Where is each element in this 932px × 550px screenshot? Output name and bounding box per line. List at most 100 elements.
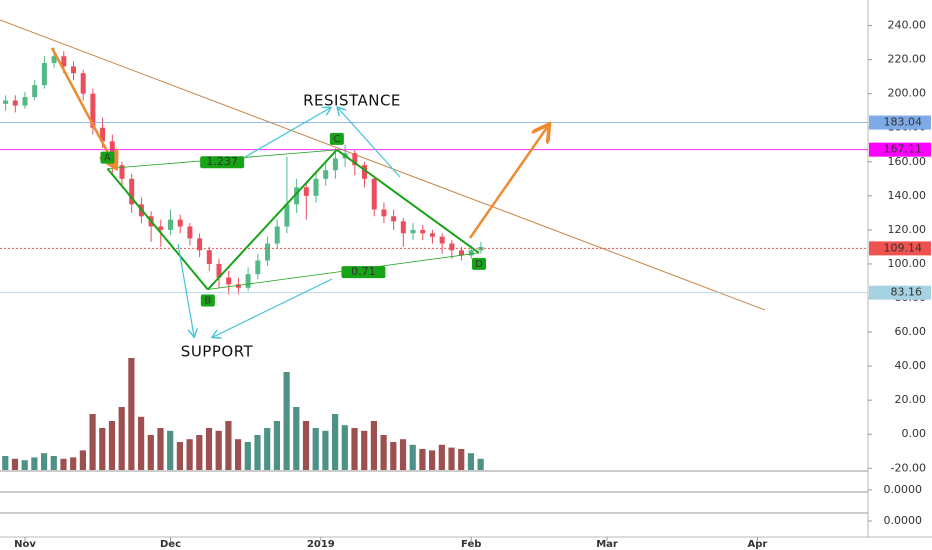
volume-bar (429, 450, 436, 470)
volume-bar (390, 442, 397, 470)
volume-bar (128, 358, 135, 470)
annotation: RESISTANCE (303, 92, 401, 110)
trend-line (0, 19, 766, 311)
y-tick-label: 160.00 (888, 155, 927, 168)
candle-body (197, 238, 203, 251)
candle-body (294, 187, 300, 205)
candle-body (265, 243, 271, 261)
candle-body (439, 236, 445, 244)
point-badge (200, 294, 215, 307)
point-label: B (204, 295, 211, 306)
y-tick-label: 20.00 (895, 393, 927, 406)
candle-body (158, 226, 164, 230)
candle-body (449, 243, 455, 251)
candle-body (371, 178, 377, 210)
price-badge-label: 183.04 (884, 116, 923, 129)
volume-bar (370, 421, 378, 470)
candle-body (187, 226, 193, 239)
candle-body (12, 100, 18, 106)
candle-body (70, 66, 76, 74)
volume-bar (361, 430, 368, 470)
candle-body (235, 284, 241, 288)
candle-body (313, 178, 319, 196)
x-tick-label: Mar (596, 539, 618, 550)
price-badge-label: 167.11 (884, 143, 923, 156)
candle-body (410, 229, 416, 234)
annotation: SUPPORT (181, 343, 254, 361)
volume-bar (283, 372, 290, 470)
point-badge (329, 132, 344, 145)
volume-bar (186, 439, 193, 470)
point-label: C (333, 134, 340, 145)
volume-bar (118, 407, 125, 470)
candle-body (323, 170, 329, 179)
candle-body (22, 97, 28, 106)
pattern-leg (106, 167, 209, 291)
y-tick-label: 60.00 (895, 325, 927, 338)
volume-bar (380, 435, 387, 470)
volume-bar (341, 425, 348, 470)
volume-bar (40, 453, 48, 470)
candle-body (352, 153, 358, 166)
volume-bar (2, 456, 9, 470)
price-badge (869, 115, 931, 130)
y-tick-label: -20.00 (891, 461, 926, 474)
price-badge-label: 83.16 (891, 286, 923, 299)
price-badge (869, 241, 931, 256)
volume-bar (273, 421, 281, 470)
price-badge-label: 109.14 (884, 241, 923, 254)
candle-body (303, 187, 309, 196)
y-tick-label: 0.00 (902, 427, 927, 440)
volume-bar (31, 457, 38, 470)
price-badge (869, 142, 931, 157)
volume-bar (438, 444, 445, 470)
arrow (177, 243, 194, 336)
price-badge (869, 285, 931, 300)
candle-body (400, 221, 406, 234)
candle-body (177, 219, 183, 227)
candle-body (332, 158, 338, 171)
candle-body (226, 277, 232, 285)
volume-bar (70, 457, 77, 470)
candle-body (41, 63, 47, 86)
volume-bar (399, 439, 407, 470)
volume-bar (332, 414, 339, 470)
volume-bar (21, 460, 28, 470)
candle-body (32, 85, 38, 98)
volume-bar (99, 428, 106, 470)
volume-bar (409, 444, 416, 470)
point-label: A (104, 153, 111, 164)
candle-body (100, 127, 106, 142)
pattern-leg (336, 149, 480, 254)
volume-bar (11, 458, 19, 470)
volume-bar (147, 435, 154, 470)
x-tick-label: Nov (14, 539, 36, 550)
candle-body (206, 250, 212, 264)
volume-bar (419, 449, 426, 470)
x-tick-label: 2019 (307, 539, 335, 550)
candle-body (167, 219, 173, 230)
candle-body (284, 204, 290, 227)
candle-body (90, 93, 96, 128)
candle-body (381, 209, 387, 217)
volume-bar (458, 449, 465, 470)
candle-body (245, 274, 251, 288)
point-badge (471, 257, 486, 270)
volume-bar (79, 450, 86, 470)
ratio-badge (341, 266, 386, 279)
candle-body (3, 100, 9, 104)
volume-bar (312, 428, 319, 470)
y-tick-label: 240.00 (888, 19, 927, 32)
arrow (213, 278, 333, 337)
arrow (244, 108, 330, 158)
candle-body (51, 56, 57, 64)
arrow (338, 108, 401, 178)
volume-bar (176, 442, 183, 470)
volume-bar (467, 453, 475, 470)
arrow (468, 126, 548, 239)
y-tick-label: 200.00 (888, 87, 927, 100)
ratio-badge (200, 156, 245, 169)
point-badge (100, 151, 115, 164)
